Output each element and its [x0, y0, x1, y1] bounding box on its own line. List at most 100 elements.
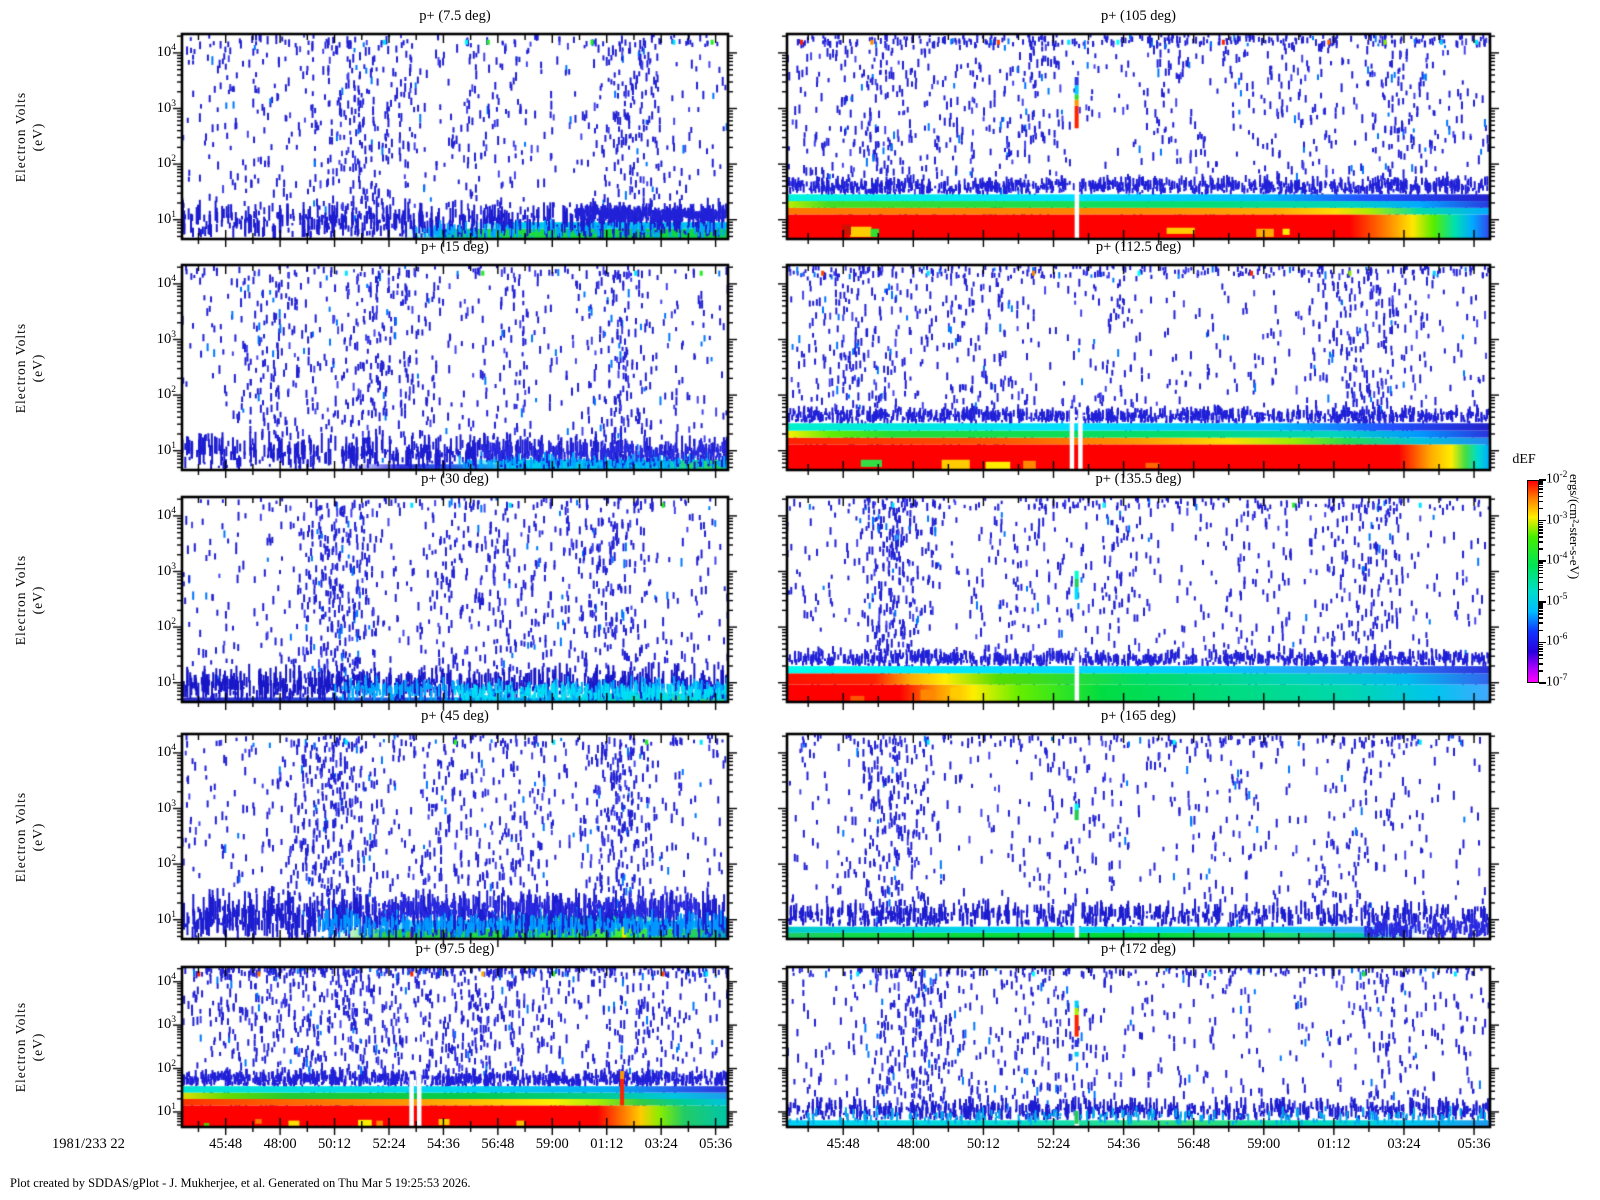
y-tick-label: 102 [156, 854, 176, 871]
colorbar-tick-label: 10-4 [1546, 551, 1568, 567]
colorbar-tick [1539, 560, 1546, 562]
spectrogram-canvas [771, 951, 1506, 1143]
spectrogram-panel-172deg: p+ (172 deg) [771, 941, 1506, 1143]
colorbar-minor-tick [1539, 629, 1543, 632]
spectrogram-panel-7-5deg: p+ (7.5 deg) [166, 8, 744, 255]
y-tick-label: 103 [156, 798, 176, 816]
y-axis-title-units: (eV) [30, 1032, 45, 1062]
colorbar-title: dEF [1512, 452, 1536, 467]
colorbar-minor-tick [1539, 491, 1543, 494]
colorbar-tick-label: 10-2 [1546, 470, 1568, 486]
x-tick-label: 54:36 [1107, 1136, 1141, 1152]
colorbar-minor-tick [1539, 622, 1543, 624]
colorbar-minor-tick [1539, 507, 1543, 510]
spectrogram-canvas [166, 18, 744, 255]
spectrogram-panel-135-5deg: p+ (135.5 deg) [771, 471, 1506, 718]
colorbar-tick [1539, 682, 1546, 684]
colorbar-minor-tick [1539, 648, 1543, 650]
x-tick-label: 05:36 [699, 1136, 733, 1152]
y-tick-label: 103 [156, 1015, 176, 1032]
colorbar-tick [1539, 479, 1546, 481]
x-tick-label: 56:48 [481, 1136, 515, 1152]
colorbar-minor-tick [1539, 650, 1543, 653]
y-tick-label: 102 [156, 617, 176, 634]
colorbar-minor-tick [1539, 670, 1543, 672]
colorbar-tick [1539, 641, 1546, 644]
y-tick-label: 103 [156, 98, 176, 116]
y-tick-label: 104 [156, 42, 176, 60]
x-tick-label: 03:24 [1387, 1136, 1421, 1152]
x-tick-label: 03:24 [644, 1136, 678, 1152]
colorbar-minor-tick [1539, 569, 1543, 572]
colorbar-minor-tick [1539, 617, 1543, 619]
x-tick-label: 48:00 [896, 1136, 930, 1152]
x-tick-label: 01:12 [590, 1136, 624, 1152]
y-axis-title: Electron Volts [13, 1001, 28, 1093]
y-tick-label: 104 [156, 742, 176, 760]
y-tick-label: 103 [156, 329, 176, 347]
y-tick-label: 101 [156, 1101, 176, 1119]
y-axis-title: Electron Volts [13, 554, 28, 645]
colorbar-minor-tick [1539, 541, 1543, 543]
colorbar-minor-tick [1539, 481, 1543, 483]
y-tick-label: 104 [156, 273, 176, 291]
x-tick-label: 50:12 [966, 1136, 1000, 1152]
spectrogram-canvas [771, 718, 1506, 955]
x-tick-label: 50:12 [318, 1136, 352, 1152]
colorbar-minor-tick [1539, 526, 1543, 528]
colorbar-minor-tick [1539, 613, 1543, 615]
colorbar-minor-tick [1539, 566, 1543, 569]
x-tick-label: 52:24 [372, 1136, 406, 1152]
footer-credit: Plot created by SDDAS/gPlot - J. Mukherj… [10, 1176, 471, 1190]
colorbar-tick-label: 10-6 [1546, 632, 1568, 648]
y-axis-title-units: (eV) [30, 585, 45, 614]
spectrogram-panel-165deg: p+ (165 deg) [771, 708, 1506, 955]
spectrogram-canvas [771, 18, 1506, 255]
y-tick-label: 103 [156, 561, 176, 579]
start-time-label: 1981/233 22 [52, 1136, 125, 1152]
spectrogram-canvas [771, 481, 1506, 718]
colorbar-minor-tick [1539, 581, 1543, 584]
colorbar-minor-tick [1539, 536, 1543, 538]
x-tick-label: 59:00 [535, 1136, 569, 1152]
y-tick-label: 101 [156, 440, 176, 458]
spectrogram-canvas [166, 249, 744, 486]
colorbar-minor-tick [1539, 495, 1543, 498]
colorbar-minor-tick [1539, 603, 1543, 605]
y-tick-label: 101 [156, 672, 176, 690]
x-tick-label: 54:36 [426, 1136, 460, 1152]
y-tick-label: 101 [156, 209, 176, 227]
colorbar-unit-label: ergs/(cm²-ster-s-eV) [1567, 474, 1582, 580]
spectrogram-panel-15deg: p+ (15 deg) [166, 239, 744, 486]
colorbar-minor-tick [1539, 500, 1543, 503]
colorbar-minor-tick [1539, 523, 1543, 526]
y-tick-label: 104 [156, 505, 176, 523]
y-axis-title-units: (eV) [30, 822, 45, 851]
colorbar-minor-tick [1539, 485, 1543, 488]
colorbar-tick [1539, 601, 1546, 603]
x-tick-label: 52:24 [1036, 1136, 1071, 1152]
y-axis-title-units: (eV) [30, 353, 45, 382]
x-tick-label: 45:48 [826, 1136, 860, 1152]
colorbar-minor-tick [1539, 643, 1543, 646]
colorbar-minor-tick [1539, 645, 1543, 648]
colorbar-minor-tick [1539, 564, 1543, 567]
colorbar-minor-tick [1539, 663, 1543, 665]
colorbar-minor-tick [1539, 562, 1543, 564]
y-tick-label: 102 [156, 1058, 176, 1076]
x-tick-label: 01:12 [1317, 1136, 1351, 1152]
spectrogram-panel-105deg: p+ (105 deg) [771, 8, 1506, 255]
colorbar-minor-tick [1539, 607, 1543, 609]
spectrogram-canvas [771, 249, 1506, 486]
y-tick-label: 102 [156, 154, 176, 171]
colorbar-tick-label: 10-7 [1546, 673, 1568, 689]
spectrogram-canvas [166, 481, 744, 718]
y-tick-label: 104 [156, 971, 176, 989]
x-tick-label: 56:48 [1177, 1136, 1211, 1152]
spectrogram-panel-97-5deg: p+ (97.5 deg) [166, 941, 744, 1143]
x-tick-label: 05:36 [1457, 1136, 1491, 1152]
colorbar-minor-tick [1539, 576, 1543, 579]
y-axis-title: Electron Volts [13, 791, 28, 882]
colorbar-minor-tick [1539, 654, 1543, 656]
